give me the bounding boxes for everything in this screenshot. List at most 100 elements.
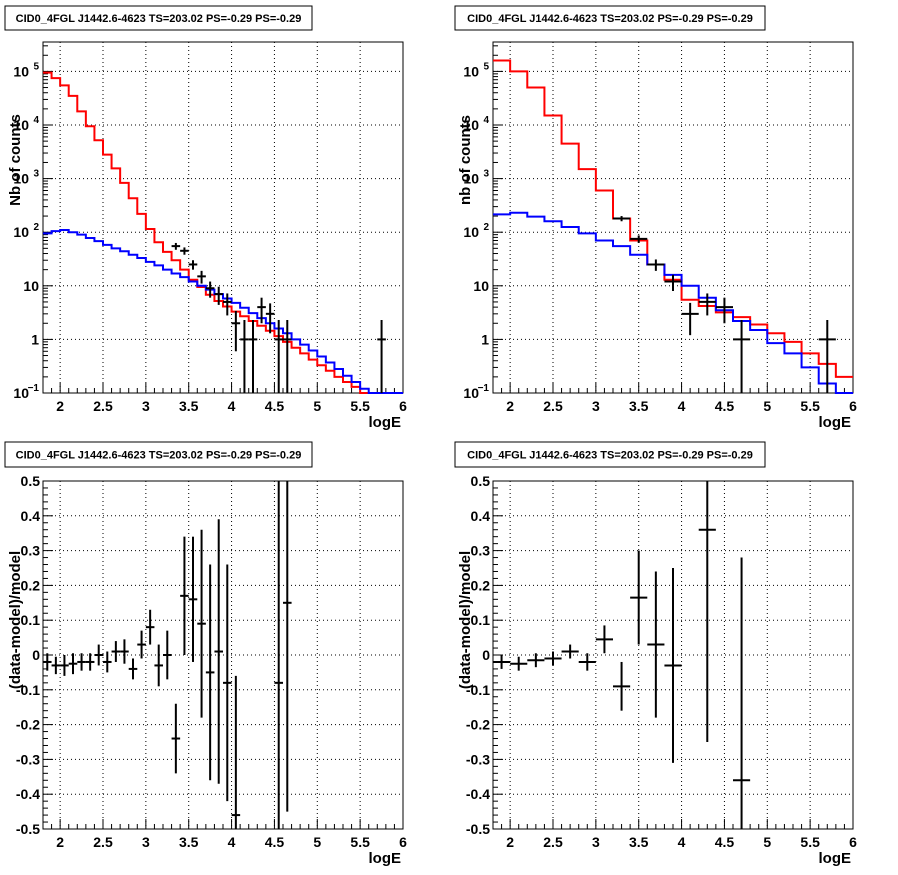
chart-title: CID0_4FGL J1442.6-4623 TS=203.02 PS=-0.2… — [16, 13, 302, 25]
y-tick-exponent: 4 — [483, 115, 489, 126]
y-tick-label: -0.3 — [466, 751, 490, 767]
x-tick-label: 3 — [592, 398, 600, 414]
data-point — [240, 320, 249, 393]
data-point — [120, 639, 129, 664]
data-point — [51, 656, 61, 675]
y-tick-label: -0.4 — [16, 786, 40, 802]
y-axis-label: Nb of counts — [7, 114, 24, 206]
data-point — [188, 260, 198, 270]
data-point — [145, 609, 155, 645]
data-point — [205, 281, 215, 298]
x-tick-label: 2 — [56, 398, 64, 414]
data-point — [698, 481, 716, 742]
data-point — [664, 274, 682, 291]
x-tick-label: 2 — [56, 834, 64, 850]
y-tick-label: 10 — [13, 117, 29, 133]
chart-title: CID0_4FGL J1442.6-4623 TS=203.02 PS=-0.2… — [16, 450, 302, 462]
data-point — [265, 303, 275, 334]
y-tick-label: 0.1 — [471, 612, 491, 628]
data-point — [197, 270, 206, 284]
y-tick-label: -0.2 — [466, 717, 490, 733]
y-tick-label: 1 — [31, 331, 39, 347]
chart-panel-1: CID0_4FGL J1442.6-4623 TS=203.02 PS=-0.2… — [4, 5, 407, 431]
data-point — [163, 630, 172, 680]
x-axis-label: logE — [369, 850, 402, 867]
x-tick-label: 4 — [228, 398, 236, 414]
x-axis-label: logE — [819, 414, 852, 431]
x-tick-label: 3 — [142, 834, 150, 850]
y-tick-label: -0.3 — [16, 751, 40, 767]
x-tick-label: 3 — [592, 834, 600, 850]
y-tick-exponent: 2 — [33, 222, 39, 233]
chart-title-box — [454, 5, 766, 31]
data-point — [630, 550, 648, 645]
x-axis-label: logE — [819, 850, 852, 867]
data-point — [137, 630, 146, 659]
y-tick-exponent: 5 — [483, 61, 489, 72]
chart-title: CID0_4FGL J1442.6-4623 TS=203.02 PS=-0.2… — [467, 450, 753, 462]
x-tick-label: 5.5 — [800, 834, 820, 850]
y-tick-label: -0.1 — [16, 682, 40, 698]
data-point — [180, 247, 189, 255]
plot-frame — [42, 41, 404, 394]
y-tick-label: 0.3 — [21, 543, 41, 559]
data-point — [85, 653, 95, 671]
data-point — [214, 286, 223, 305]
x-tick-label: 6 — [849, 398, 857, 414]
x-tick-label: 5 — [763, 398, 771, 414]
data-point — [818, 320, 836, 393]
x-tick-label: 4.5 — [265, 398, 285, 414]
x-tick-label: 5 — [313, 398, 321, 414]
x-tick-label: 4.5 — [715, 834, 735, 850]
data-point — [578, 653, 596, 671]
data-point — [171, 242, 181, 250]
y-axis-label: (data-model)/model — [457, 551, 474, 689]
histogram-line-blue — [493, 211, 853, 394]
data-point — [68, 653, 78, 675]
data-point — [733, 557, 751, 829]
data-point — [493, 655, 511, 669]
data-point — [128, 658, 138, 680]
x-tick-label: 5 — [763, 834, 771, 850]
data-point — [171, 703, 181, 774]
data-point — [613, 661, 631, 711]
histogram-line-red — [493, 59, 853, 378]
x-tick-label: 2.5 — [543, 834, 563, 850]
x-tick-label: 5.5 — [350, 398, 370, 414]
histogram-line-blue — [43, 228, 403, 394]
y-tick-label: 10 — [463, 171, 479, 187]
y-tick-label: -0.5 — [466, 821, 490, 837]
data-point — [43, 653, 52, 671]
x-tick-label: 4.5 — [265, 834, 285, 850]
data-point — [544, 651, 562, 666]
x-tick-label: 5 — [313, 834, 321, 850]
x-tick-label: 3.5 — [629, 834, 649, 850]
x-tick-label: 2.5 — [93, 398, 113, 414]
x-tick-label: 6 — [849, 834, 857, 850]
x-tick-label: 4 — [678, 398, 686, 414]
data-point — [60, 655, 69, 676]
chart-title-box — [4, 5, 313, 31]
data-point — [561, 644, 579, 659]
y-tick-label: 10 — [13, 171, 29, 187]
data-point — [248, 320, 258, 393]
data-point — [214, 519, 223, 784]
y-tick-exponent: 3 — [483, 169, 489, 180]
data-point — [197, 529, 206, 718]
data-point — [154, 644, 163, 687]
data-point — [681, 302, 699, 336]
data-point — [613, 216, 631, 222]
x-tick-label: 4.5 — [715, 398, 735, 414]
data-point — [647, 571, 665, 718]
data-point — [283, 481, 292, 812]
data-point — [527, 653, 545, 668]
y-tick-label: -0.4 — [466, 786, 490, 802]
y-tick-exponent: 2 — [483, 222, 489, 233]
y-tick-label: 1 — [481, 331, 489, 347]
data-point — [77, 653, 86, 671]
y-tick-label: 0.1 — [21, 612, 41, 628]
data-point — [647, 259, 665, 271]
chart-title-box — [4, 441, 313, 468]
y-tick-label: 10 — [23, 278, 39, 294]
data-point — [111, 641, 121, 662]
